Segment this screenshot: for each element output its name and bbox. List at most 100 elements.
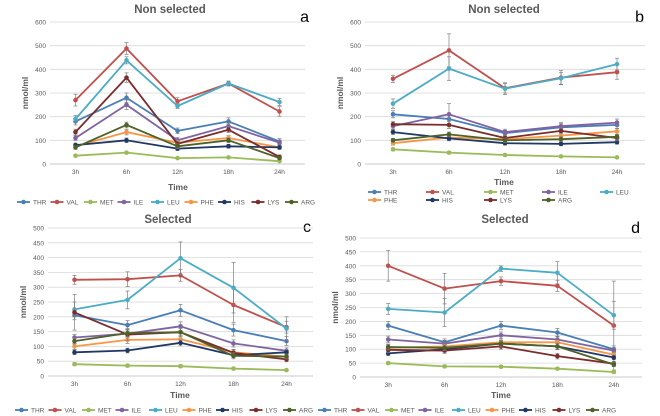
legend-label: PHE bbox=[384, 198, 398, 205]
panel-letter: c bbox=[303, 219, 311, 236]
y-tick-label: 200 bbox=[345, 319, 356, 326]
data-point bbox=[125, 330, 130, 336]
series-line bbox=[387, 264, 615, 327]
legend-label: HIS bbox=[442, 198, 454, 205]
legend-label: LYS bbox=[266, 408, 278, 415]
data-point bbox=[72, 361, 77, 367]
y-tick-label: 100 bbox=[345, 347, 356, 354]
data-point bbox=[125, 322, 130, 328]
data-point bbox=[446, 132, 452, 137]
y-tick-label: 500 bbox=[35, 43, 46, 50]
y-tick-label: 200 bbox=[33, 314, 44, 321]
legend-swatch-marker bbox=[389, 407, 394, 413]
legend-label: PHE bbox=[199, 408, 213, 415]
legend-swatch-marker bbox=[430, 189, 435, 195]
chart-panel-c: Selected c 0 50 100 150 200 250 300 350 400 450 500 3… bbox=[15, 214, 313, 415]
data-point bbox=[231, 366, 236, 371]
y-tick-label: 100 bbox=[35, 138, 46, 145]
data-point bbox=[277, 99, 282, 105]
legend-label: ARG bbox=[299, 408, 313, 415]
series-line bbox=[74, 274, 287, 329]
data-point bbox=[124, 46, 129, 51]
data-point bbox=[124, 122, 129, 128]
data-point bbox=[446, 122, 452, 128]
legend-item-his: HIS bbox=[426, 198, 454, 205]
data-point bbox=[611, 312, 617, 318]
data-point bbox=[614, 69, 620, 75]
y-tick-label: 250 bbox=[345, 305, 356, 312]
legend-item-thr: THR bbox=[17, 200, 47, 207]
x-tick-label: 18h bbox=[556, 169, 567, 176]
data-point bbox=[277, 140, 282, 145]
data-point bbox=[614, 134, 620, 140]
data-point bbox=[124, 150, 129, 155]
data-point bbox=[558, 123, 564, 129]
data-point bbox=[498, 323, 504, 328]
x-tick-label: 3h bbox=[71, 381, 79, 388]
legend-swatch-marker bbox=[222, 199, 227, 205]
data-point bbox=[231, 285, 236, 291]
data-point bbox=[558, 128, 564, 134]
data-point bbox=[284, 326, 289, 331]
legend-label: LYS bbox=[500, 198, 512, 205]
legend-swatch-marker bbox=[372, 189, 377, 195]
legend-swatch-marker bbox=[153, 407, 158, 413]
y-tick-label: 450 bbox=[33, 240, 44, 247]
data-point bbox=[72, 335, 77, 340]
series-arg bbox=[385, 339, 617, 368]
data-point bbox=[73, 116, 78, 122]
data-point bbox=[442, 286, 447, 291]
legend-label: MET bbox=[500, 190, 514, 197]
legend-item-arg: ARG bbox=[542, 198, 572, 205]
legend-item-leu: LEU bbox=[600, 190, 629, 197]
y-tick-label: 450 bbox=[345, 249, 356, 256]
legend-label: LYS bbox=[268, 200, 280, 207]
data-point bbox=[175, 98, 180, 104]
series-arg bbox=[390, 131, 620, 144]
legend-item-phe: PHE bbox=[368, 198, 398, 205]
legend-swatch-marker bbox=[186, 407, 192, 413]
x-axis-title: Time bbox=[170, 390, 190, 400]
y-tick-label: 200 bbox=[35, 114, 46, 121]
legend-swatch-marker bbox=[287, 407, 292, 413]
series-met bbox=[390, 147, 620, 160]
data-point bbox=[446, 66, 452, 71]
chart-title: Selected bbox=[144, 214, 191, 226]
data-point bbox=[284, 338, 289, 344]
y-tick-label: 400 bbox=[33, 255, 44, 262]
data-point bbox=[277, 109, 282, 114]
legend-swatch-marker bbox=[556, 407, 562, 413]
legend-label: LEU bbox=[167, 200, 180, 207]
data-point bbox=[614, 129, 620, 134]
panel-letter: b bbox=[635, 9, 644, 26]
data-point bbox=[73, 145, 78, 150]
data-point bbox=[124, 58, 129, 63]
legend-item-val: VAL bbox=[426, 190, 454, 197]
y-tick-label: 400 bbox=[35, 67, 46, 74]
data-point bbox=[226, 127, 231, 132]
series-leu bbox=[73, 56, 282, 123]
data-point bbox=[226, 81, 231, 86]
legend-swatch-marker bbox=[488, 189, 493, 195]
legend-label: THR bbox=[33, 200, 47, 207]
data-point bbox=[558, 141, 564, 147]
legend-label: THR bbox=[384, 190, 398, 197]
legend-item-ile: ILE bbox=[117, 200, 144, 207]
data-point bbox=[178, 363, 183, 369]
chart-panel-b: Non selected b 0 100 200 300 400 500 600 3h 6h 12h 1… bbox=[335, 4, 645, 205]
data-point bbox=[385, 360, 391, 366]
legend-swatch-marker bbox=[456, 407, 461, 413]
legend-item-met: MET bbox=[84, 200, 114, 207]
legend: THR VAL MET ILE LEU PHE HIS LYS ARG bbox=[368, 190, 629, 205]
legend-swatch-marker bbox=[523, 407, 528, 413]
legend-item-phe: PHE bbox=[182, 407, 213, 415]
x-tick-label: 3h bbox=[385, 382, 393, 389]
data-point bbox=[446, 150, 452, 155]
data-point bbox=[175, 128, 180, 134]
data-point bbox=[498, 266, 504, 271]
legend-item-met: MET bbox=[82, 408, 112, 415]
legend-swatch-marker bbox=[372, 197, 377, 203]
data-point bbox=[555, 283, 560, 289]
y-axis-title: nmol/ml bbox=[20, 77, 30, 110]
legend-item-leu: LEU bbox=[151, 200, 180, 207]
